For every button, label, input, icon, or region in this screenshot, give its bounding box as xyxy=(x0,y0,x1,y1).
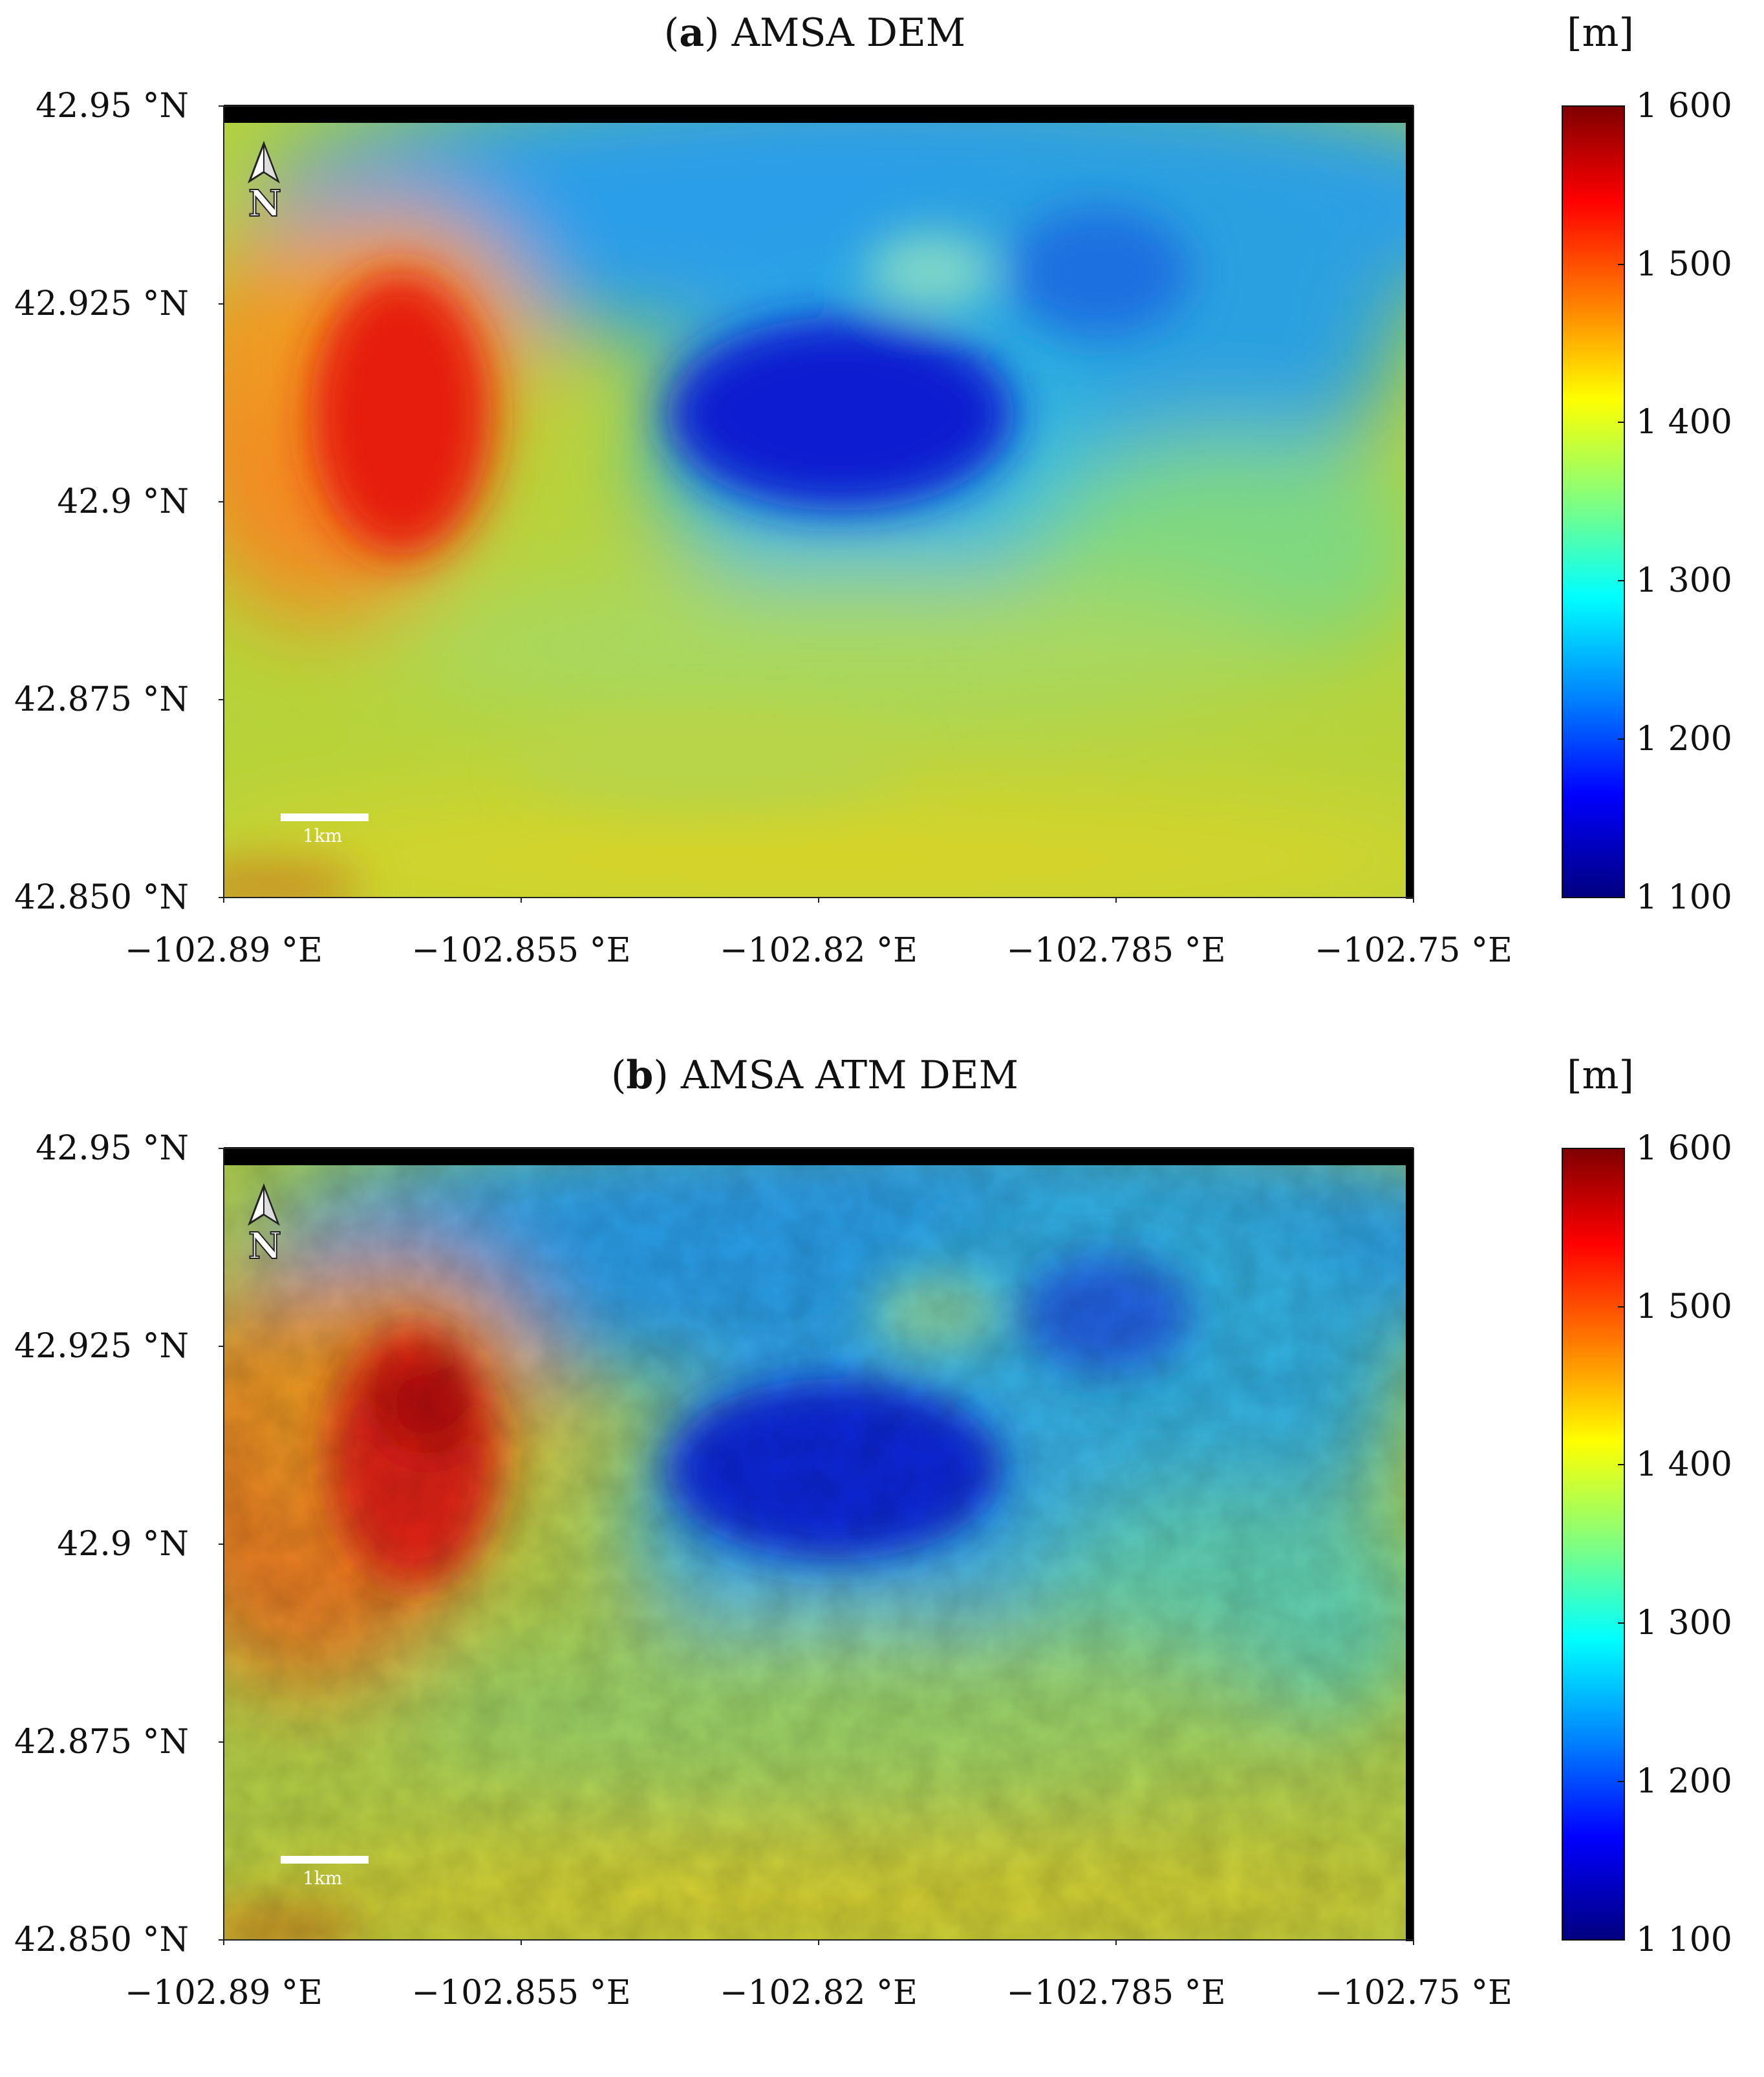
panel-title-text: AMSA ATM DEM xyxy=(680,1053,1019,1098)
colorbar-tick-label: 1 200 xyxy=(1636,1762,1732,1801)
y-tick-label: 42.95 °N xyxy=(36,1129,189,1168)
north-arrow-icon xyxy=(247,1183,281,1226)
colorbar-tick-label: 1 500 xyxy=(1636,245,1732,284)
panel-title: (b) AMSA ATM DEM xyxy=(610,1053,1019,1098)
north-label: N xyxy=(248,1224,282,1268)
nodata-strip-top xyxy=(224,105,1414,123)
scale-bar xyxy=(281,1856,369,1864)
x-tick-label: −102.855 °E xyxy=(411,1974,631,2012)
panel-letter: a xyxy=(679,10,705,56)
colorbar-tick-label: 1 500 xyxy=(1636,1287,1732,1326)
y-tick-label: 42.875 °N xyxy=(14,680,189,719)
north-label: N xyxy=(248,182,282,226)
elevation-raster xyxy=(224,1148,1414,1940)
y-tick-label: 42.850 °N xyxy=(14,1921,189,1959)
colorbar-tick-label: 1 600 xyxy=(1636,1129,1732,1168)
x-tick-label: −102.89 °E xyxy=(124,931,323,970)
panel-title-text: AMSA DEM xyxy=(731,10,966,56)
colorbar-tick-label: 1 300 xyxy=(1636,1604,1732,1642)
map-svg xyxy=(219,105,1625,903)
colorbar-tick-label: 1 100 xyxy=(1636,878,1732,917)
nodata-strip-top xyxy=(224,1147,1414,1165)
y-tick-label: 42.925 °N xyxy=(14,1327,189,1366)
nodata-strip-right xyxy=(1406,1147,1414,1941)
nodata-strip-right xyxy=(1406,105,1414,899)
panel-title: (a) AMSA DEM xyxy=(663,10,966,56)
scale-bar-label: 1km xyxy=(303,825,343,846)
colorbar-tick-label: 1 600 xyxy=(1636,87,1732,125)
panel-a: (a) AMSA DEM [m] xyxy=(0,0,1764,1035)
panel-letter: b xyxy=(626,1053,654,1098)
scale-bar-label: 1km xyxy=(303,1867,343,1889)
y-tick-label: 42.9 °N xyxy=(57,1525,189,1564)
panel-b: (b) AMSA ATM DEM [m] xyxy=(0,1042,1764,2077)
x-tick-label: −102.855 °E xyxy=(411,931,631,970)
colorbar-tick-label: 1 100 xyxy=(1636,1921,1732,1959)
map-svg xyxy=(219,1147,1625,1945)
colorbar-unit: [m] xyxy=(1567,10,1634,56)
x-tick-label: −102.89 °E xyxy=(124,1974,323,2012)
x-tick-label: −102.785 °E xyxy=(1006,931,1226,970)
colorbar xyxy=(1562,1148,1625,1941)
y-tick-label: 42.9 °N xyxy=(57,482,189,521)
scale-bar xyxy=(281,813,369,821)
y-tick-label: 42.95 °N xyxy=(36,87,189,125)
x-tick-label: −102.75 °E xyxy=(1314,931,1513,970)
x-tick-label: −102.75 °E xyxy=(1314,1974,1513,2012)
colorbar-tick-label: 1 400 xyxy=(1636,1445,1732,1484)
colorbar-unit: [m] xyxy=(1567,1053,1634,1098)
x-tick-label: −102.82 °E xyxy=(719,1974,918,2012)
north-arrow-icon xyxy=(247,140,281,184)
colorbar-tick-label: 1 400 xyxy=(1636,403,1732,442)
y-tick-label: 42.875 °N xyxy=(14,1723,189,1761)
y-tick-label: 42.925 °N xyxy=(14,285,189,323)
colorbar xyxy=(1562,105,1625,898)
y-tick-label: 42.850 °N xyxy=(14,878,189,917)
colorbar-tick-label: 1 300 xyxy=(1636,561,1732,600)
colorbar-tick-label: 1 200 xyxy=(1636,720,1732,759)
elevation-raster xyxy=(224,106,1414,898)
x-tick-label: −102.785 °E xyxy=(1006,1974,1226,2012)
x-tick-label: −102.82 °E xyxy=(719,931,918,970)
